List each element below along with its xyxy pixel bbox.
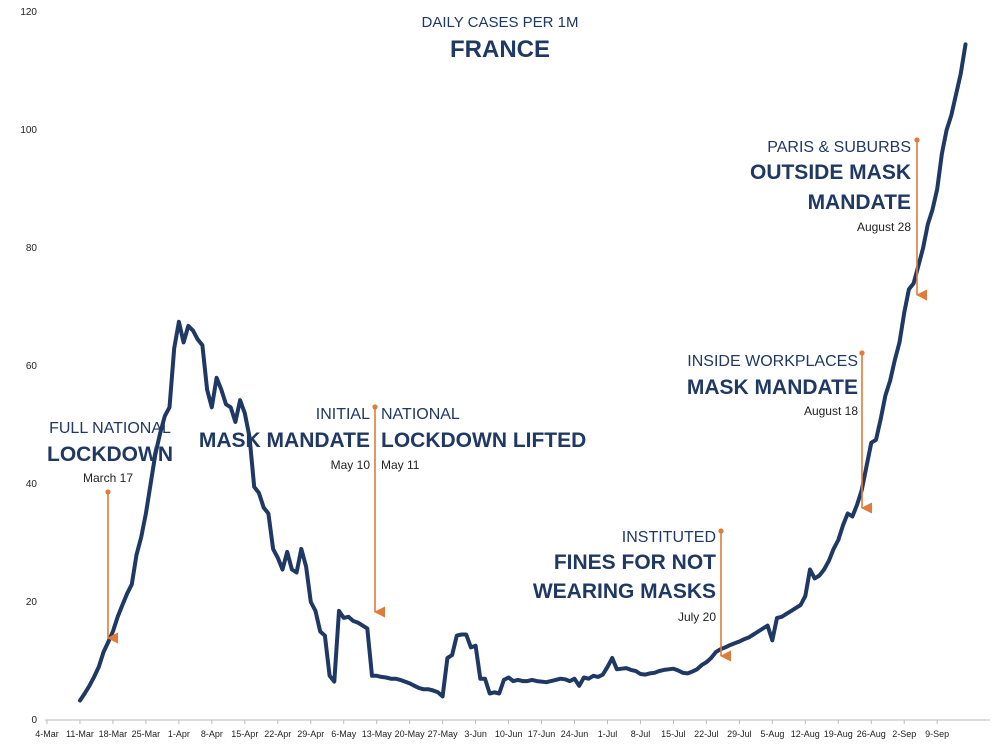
x-tick-label: 29-Apr <box>297 729 324 739</box>
x-tick-label: 1-Apr <box>168 729 190 739</box>
y-tick-label: 80 <box>26 243 38 254</box>
annotation-full-lockdown-line1: FULL NATIONAL <box>49 420 171 437</box>
annotation-workplaces-dot <box>859 350 865 356</box>
annotation-workplaces-line1: INSIDE WORKPLACES <box>687 353 858 370</box>
annotation-fines-line2: FINES FOR NOT <box>554 551 716 574</box>
annotation-lockdown-lifted-line2: LOCKDOWN LIFTED <box>381 429 586 452</box>
annotation-lockdown-lifted: NATIONAL LOCKDOWN LIFTED May 11 <box>372 404 586 618</box>
y-tick-label: 100 <box>20 125 37 136</box>
annotation-workplaces-line2: MASK MANDATE <box>687 376 858 399</box>
annotation-initial-mask-line2: MASK MANDATE <box>199 429 370 452</box>
x-tick-label: 2-Sep <box>892 729 916 739</box>
x-tick-label: 4-Mar <box>35 729 59 739</box>
annotation-lockdown-lifted-date: May 11 <box>381 458 420 472</box>
annotation-workplaces-date: August 18 <box>804 404 858 418</box>
x-tick-label: 20-May <box>395 729 426 739</box>
x-tick-label: 18-Mar <box>99 729 128 739</box>
x-tick-label: 11-Mar <box>66 729 94 739</box>
annotation-full-lockdown-date: March 17 <box>83 471 133 485</box>
annotation-paris-dot <box>914 137 920 143</box>
annotation-fines-dot <box>718 528 724 534</box>
annotation-may-dot <box>372 404 378 410</box>
x-tick-label: 27-May <box>428 729 459 739</box>
x-tick-label: 15-Apr <box>231 729 258 739</box>
x-tick-label: 6-May <box>331 729 357 739</box>
x-tick-label: 25-Mar <box>132 729 161 739</box>
x-tick-label: 17-Jun <box>528 729 556 739</box>
annotation-fines-date: July 20 <box>678 610 716 624</box>
y-axis: 0 20 40 60 80 100 120 <box>20 7 37 726</box>
annotation-fines: INSTITUTED FINES FOR NOT WEARING MASKS J… <box>533 528 732 662</box>
x-tick-label: 13-May <box>362 729 393 739</box>
y-tick-label: 60 <box>26 361 38 372</box>
x-tick-label: 15-Jul <box>661 729 686 739</box>
chart-title: FRANCE <box>450 36 550 63</box>
annotation-initial-mask-line1: INITIAL <box>316 406 370 423</box>
annotation-full-lockdown-line2: LOCKDOWN <box>47 443 173 466</box>
x-tick-label: 12-Aug <box>791 729 820 739</box>
annotation-initial-mask: INITIAL MASK MANDATE May 10 <box>199 406 370 472</box>
x-tick-label: 22-Apr <box>264 729 291 739</box>
series-line <box>78 42 968 703</box>
annotation-fines-line1: INSTITUTED <box>622 529 716 546</box>
x-tick-label: 5-Aug <box>760 729 784 739</box>
annotation-paris: PARIS & SUBURBS OUTSIDE MASK MANDATE Aug… <box>750 137 928 301</box>
x-tick-label: 8-Jul <box>631 729 651 739</box>
annotation-full-lockdown: FULL NATIONAL LOCKDOWN March 17 <box>47 420 173 644</box>
x-tick-label: 29-Jul <box>727 729 752 739</box>
x-tick-label: 26-Aug <box>857 729 886 739</box>
annotation-paris-date: August 28 <box>857 220 911 234</box>
x-tick-label: 1-Jul <box>598 729 618 739</box>
annotation-initial-mask-date: May 10 <box>331 458 371 472</box>
annotation-paris-line3: MANDATE <box>808 191 911 214</box>
x-tick-label: 22-Jul <box>694 729 719 739</box>
x-tick-label: 19-Aug <box>824 729 853 739</box>
x-tick-label: 8-Apr <box>201 729 223 739</box>
x-tick-label: 10-Jun <box>495 729 523 739</box>
annotation-fines-line3: WEARING MASKS <box>533 580 716 603</box>
y-tick-label: 120 <box>20 7 37 18</box>
annotation-workplaces: INSIDE WORKPLACES MASK MANDATE August 18 <box>687 350 873 514</box>
x-axis: 4-Mar 11-Mar 18-Mar 25-Mar 1-Apr 8-Apr 15-Apr 2… <box>35 720 949 739</box>
x-tick-label: 3-Jun <box>464 729 487 739</box>
x-tick-label: 9-Sep <box>925 729 949 739</box>
annotation-full-lockdown-dot <box>105 489 111 495</box>
y-tick-label: 0 <box>31 715 37 726</box>
y-tick-label: 20 <box>26 597 38 608</box>
y-tick-label: 40 <box>26 479 38 490</box>
x-tick-label: 24-Jun <box>561 729 589 739</box>
annotation-paris-line1: PARIS & SUBURBS <box>767 139 911 156</box>
chart-subtitle: DAILY CASES PER 1M <box>421 14 578 31</box>
annotation-lockdown-lifted-line1: NATIONAL <box>381 406 460 423</box>
annotation-paris-line2: OUTSIDE MASK <box>750 161 911 184</box>
